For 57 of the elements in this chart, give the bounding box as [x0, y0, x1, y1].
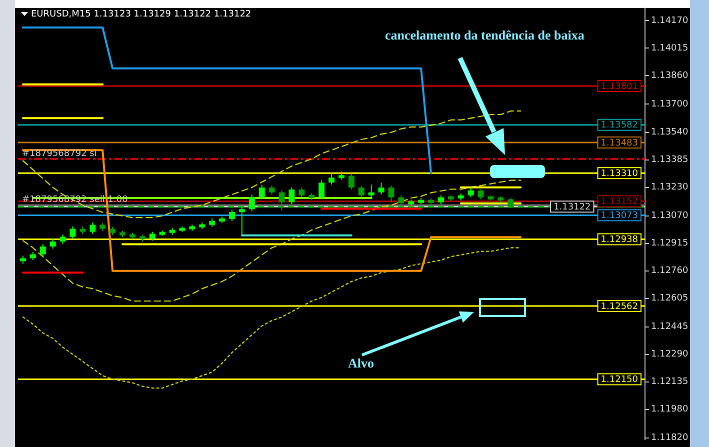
- candlestick: [258, 184, 265, 200]
- y-tick-label: 1.13540: [651, 128, 688, 138]
- line-series: [22, 247, 522, 389]
- candlestick: [318, 180, 325, 200]
- candlestick: [348, 173, 354, 190]
- annotation: #1879568792 sl: [22, 148, 97, 159]
- candlestick: [70, 226, 76, 240]
- ref-line-label: 1.12562: [600, 302, 638, 312]
- ref-line-label: 1.13801: [600, 82, 638, 92]
- candlestick: [388, 185, 394, 203]
- candlestick: [40, 244, 46, 258]
- candlestick: [278, 190, 285, 211]
- ref-line-label: 1.13152: [600, 197, 638, 208]
- y-tick-label: 1.12290: [651, 350, 688, 360]
- candlestick: [328, 172, 334, 186]
- y-tick-label: 1.13230: [651, 182, 688, 193]
- ref-line-label: 1.13483: [600, 138, 638, 148]
- y-tick-label: 1.12915: [651, 238, 688, 249]
- y-tick-label: 1.12605: [651, 294, 688, 304]
- candlestick: [478, 189, 484, 200]
- ref-line-label: 1.13073: [600, 211, 638, 222]
- ref-line-label: 1.12150: [600, 375, 638, 386]
- y-tick-label: 1.13700: [651, 99, 688, 110]
- candlestick: [60, 234, 66, 244]
- y-tick-label: 1.14170: [651, 16, 688, 26]
- candlestick: [248, 194, 255, 212]
- annotation: cancelamento da tendência de baixa: [385, 27, 585, 42]
- ref-line-label: 1.13310: [600, 169, 638, 180]
- candlestick: [50, 238, 56, 250]
- annotation: Alvo: [348, 355, 374, 370]
- candlestick: [90, 222, 96, 234]
- y-tick-label: 1.13385: [651, 155, 688, 166]
- y-tick-label: 1.13860: [651, 70, 688, 81]
- candlestick: [378, 182, 384, 195]
- ref-line-label: 1.13582: [600, 120, 638, 131]
- y-tick-label: 1.12445: [651, 322, 688, 332]
- y-tick-label: 1.12135: [651, 377, 688, 388]
- y-tick-label: 1.11980: [651, 404, 688, 415]
- candlestick: [508, 198, 514, 209]
- candlestick: [238, 206, 245, 236]
- candlestick: [468, 186, 474, 198]
- candlestick: [228, 209, 235, 222]
- candlestick: [288, 186, 295, 205]
- candlestick: [368, 184, 374, 198]
- ref-line-label: 1.12938: [600, 235, 638, 246]
- chart-title: EURUSD,M15 1.13123 1.13129 1.13122 1.13122: [31, 9, 252, 20]
- line-series: [22, 110, 522, 218]
- y-tick-label: 1.13070: [651, 211, 688, 222]
- ref-line-label: 1.13122: [554, 202, 591, 212]
- line-series: [22, 180, 522, 302]
- candlestick: [358, 185, 364, 198]
- y-tick-label: 1.11820: [651, 433, 688, 444]
- annotation: #1879568792 sell 1.00: [22, 194, 128, 205]
- y-tick-label: 1.14015: [651, 43, 688, 54]
- candlestick: [398, 194, 404, 207]
- candlestick: [298, 187, 305, 198]
- y-tick-label: 1.12760: [651, 266, 688, 276]
